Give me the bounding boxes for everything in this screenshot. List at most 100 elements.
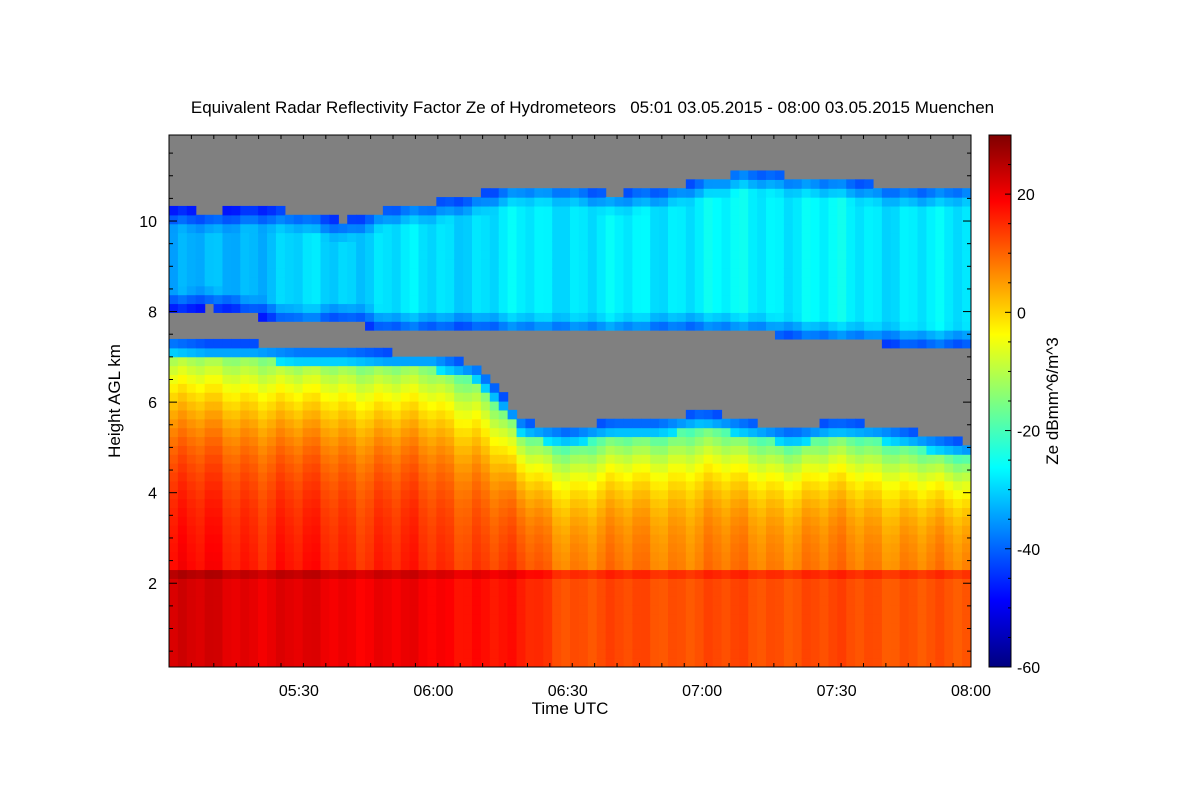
heatmap-cell xyxy=(498,427,509,438)
heatmap-cell xyxy=(962,338,971,349)
heatmap-cell xyxy=(730,604,740,615)
heatmap-cell xyxy=(516,489,527,500)
heatmap-cell xyxy=(293,498,304,508)
heatmap-cell xyxy=(837,658,847,667)
heatmap-cell xyxy=(578,525,589,535)
heatmap-cell xyxy=(757,658,767,667)
heatmap-cell xyxy=(356,214,366,225)
heatmap-cell xyxy=(668,454,678,464)
heatmap-cell xyxy=(596,489,607,500)
heatmap-cell xyxy=(463,259,473,269)
heatmap-cell xyxy=(783,489,794,500)
heatmap-cell xyxy=(774,214,785,225)
heatmap-cell xyxy=(418,285,429,296)
heatmap-cell xyxy=(855,268,865,278)
heatmap-cell xyxy=(774,631,785,641)
heatmap-cell xyxy=(498,534,509,544)
heatmap-cell xyxy=(365,276,375,287)
heatmap-cell xyxy=(356,498,366,508)
heatmap-cell xyxy=(623,516,633,526)
heatmap-cell xyxy=(730,321,740,331)
heatmap-cell xyxy=(685,241,696,251)
heatmap-cell xyxy=(596,604,607,615)
heatmap-cell xyxy=(944,223,954,234)
heatmap-cell xyxy=(614,471,625,482)
heatmap-cell xyxy=(391,507,402,517)
heatmap-cell xyxy=(623,640,633,650)
heatmap-cell xyxy=(935,294,945,305)
heatmap-cell xyxy=(739,551,749,562)
heatmap-cell xyxy=(489,542,500,553)
heatmap-cell xyxy=(516,525,527,535)
heatmap-cell xyxy=(828,259,838,269)
heatmap-cell xyxy=(373,489,384,500)
heatmap-cell xyxy=(668,321,678,331)
heatmap-cell xyxy=(614,285,625,296)
heatmap-cell xyxy=(480,409,491,420)
heatmap-cell xyxy=(552,560,562,571)
heatmap-cell xyxy=(570,214,580,225)
heatmap-cell xyxy=(471,454,482,464)
heatmap-cell xyxy=(498,214,509,225)
heatmap-cell xyxy=(730,205,740,216)
heatmap-cell xyxy=(275,214,286,225)
heatmap-cell xyxy=(186,259,197,269)
heatmap-cell xyxy=(275,622,286,633)
heatmap-cell xyxy=(757,205,767,216)
heatmap-cell xyxy=(534,613,544,624)
heatmap-cell xyxy=(801,179,812,189)
heatmap-cell xyxy=(347,622,357,633)
heatmap-cell xyxy=(587,276,598,287)
heatmap-cell xyxy=(507,303,518,313)
heatmap-cell xyxy=(676,303,687,313)
heatmap-cell xyxy=(427,613,437,624)
heatmap-cell xyxy=(935,197,945,207)
heatmap-cell xyxy=(454,374,464,384)
heatmap-cell xyxy=(757,525,767,535)
heatmap-cell xyxy=(552,658,562,667)
heatmap-cell xyxy=(471,658,482,667)
heatmap-cell xyxy=(471,276,482,287)
heatmap-cell xyxy=(543,596,553,606)
heatmap-cell xyxy=(338,241,348,251)
heatmap-cell xyxy=(641,223,651,234)
heatmap-cell xyxy=(409,276,420,287)
heatmap-cell xyxy=(302,578,313,588)
heatmap-cell xyxy=(311,463,322,473)
heatmap-cell xyxy=(748,534,758,544)
heatmap-cell xyxy=(186,658,197,667)
heatmap-cell xyxy=(249,294,259,305)
heatmap-cell xyxy=(284,374,295,384)
heatmap-cell xyxy=(365,445,375,455)
heatmap-cell xyxy=(302,241,313,251)
heatmap-cell xyxy=(454,321,464,331)
heatmap-cell xyxy=(774,445,785,455)
heatmap-cell xyxy=(382,285,393,296)
heatmap-cell xyxy=(721,498,731,508)
heatmap-cell xyxy=(356,604,366,615)
heatmap-cell xyxy=(962,498,971,508)
heatmap-cell xyxy=(552,294,562,305)
heatmap-cell xyxy=(917,640,928,650)
heatmap-cell xyxy=(454,294,464,305)
heatmap-cell xyxy=(204,338,215,349)
heatmap-cell xyxy=(801,259,812,269)
heatmap-cell xyxy=(516,649,527,659)
heatmap-cell xyxy=(614,534,625,544)
heatmap-cell xyxy=(356,516,366,526)
heatmap-cell xyxy=(837,489,847,500)
heatmap-cell xyxy=(828,214,838,225)
heatmap-cell xyxy=(249,516,259,526)
heatmap-cell xyxy=(632,507,642,517)
heatmap-cell xyxy=(231,276,241,287)
heatmap-cell xyxy=(641,560,651,571)
heatmap-cell xyxy=(917,542,928,553)
heatmap-cell xyxy=(561,188,571,198)
heatmap-cell xyxy=(284,312,295,322)
heatmap-cell xyxy=(712,445,723,455)
heatmap-cell xyxy=(463,587,473,597)
heatmap-cell xyxy=(783,480,794,491)
heatmap-cell xyxy=(739,569,749,579)
heatmap-cell xyxy=(632,463,642,473)
heatmap-cell xyxy=(186,276,197,287)
